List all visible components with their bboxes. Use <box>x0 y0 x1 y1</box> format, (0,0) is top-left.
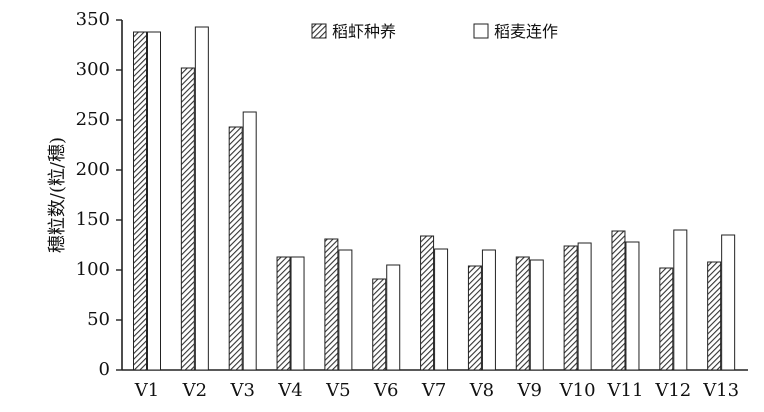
legend: 稻虾种养 稻麦连作 <box>311 22 558 41</box>
bars <box>133 26 736 371</box>
bar-series-1-v3 <box>228 126 243 371</box>
y-tick-label: 0 <box>99 359 110 380</box>
x-tick-label: V11 <box>607 380 644 401</box>
bar-series-1-v2 <box>180 67 195 371</box>
y-tick-label: 150 <box>76 209 110 230</box>
bar-series-1-v13 <box>707 261 722 371</box>
x-tick-label: V4 <box>277 380 302 401</box>
x-tick-label: V7 <box>421 380 446 401</box>
bar-series-1-v8 <box>467 265 482 371</box>
y-axis-ticks: 0 50 100 150 200 250 300 350 <box>76 9 122 380</box>
bar-series-2-v11 <box>625 241 640 371</box>
bar-series-1-v7 <box>420 235 435 371</box>
x-tick-label: V6 <box>373 380 398 401</box>
bar-series-1-v1 <box>133 31 147 371</box>
legend-swatch-series-2 <box>473 23 489 39</box>
legend-swatch-series-1 <box>311 23 327 39</box>
x-tick-label: V2 <box>182 380 207 401</box>
bar-series-2-v8 <box>481 249 496 371</box>
x-tick-label: V13 <box>702 380 739 401</box>
y-tick-label: 350 <box>76 9 110 30</box>
legend-label-series-2: 稻麦连作 <box>494 22 558 41</box>
bar-series-2-v1 <box>147 31 161 371</box>
bar-series-2-v2 <box>194 26 209 371</box>
bar-series-1-v6 <box>372 278 387 371</box>
x-tick-label: V8 <box>469 380 494 401</box>
bar-series-1-v5 <box>324 238 339 371</box>
x-axis-labels: V1 V2 V3 V4 V5 V6 V7 V8 V9 V10 V11 V12 V13 <box>134 380 739 401</box>
bar-series-2-v4 <box>290 256 305 371</box>
bar-series-2-v12 <box>673 229 688 371</box>
y-tick-label: 200 <box>76 159 110 180</box>
bar-series-2-v13 <box>721 234 736 371</box>
x-tick-label: V1 <box>134 380 159 401</box>
bar-series-2-v10 <box>577 242 592 371</box>
bar-series-1-v10 <box>563 245 578 371</box>
y-tick-label: 100 <box>76 259 110 280</box>
y-tick-label: 50 <box>87 309 110 330</box>
bar-series-1-v4 <box>276 256 291 371</box>
bar-series-2-v7 <box>434 248 449 371</box>
x-tick-label: V10 <box>559 380 596 401</box>
x-tick-label: V3 <box>229 380 254 401</box>
y-tick-label: 250 <box>76 109 110 130</box>
bar-series-1-v9 <box>515 256 530 371</box>
y-tick-label: 300 <box>76 59 110 80</box>
y-axis-label: 穗粒数/(粒/穗) <box>47 137 68 253</box>
bar-series-2-v6 <box>386 264 401 371</box>
bar-series-2-v9 <box>529 259 544 371</box>
x-tick-label: V12 <box>654 380 691 401</box>
bar-series-2-v3 <box>242 111 257 371</box>
bar-series-1-v12 <box>659 267 674 371</box>
legend-label-series-1: 稻虾种养 <box>332 22 396 41</box>
x-tick-label: V9 <box>517 380 542 401</box>
x-tick-label: V5 <box>325 380 350 401</box>
bar-series-2-v5 <box>338 249 353 371</box>
bar-series-1-v11 <box>611 230 626 371</box>
